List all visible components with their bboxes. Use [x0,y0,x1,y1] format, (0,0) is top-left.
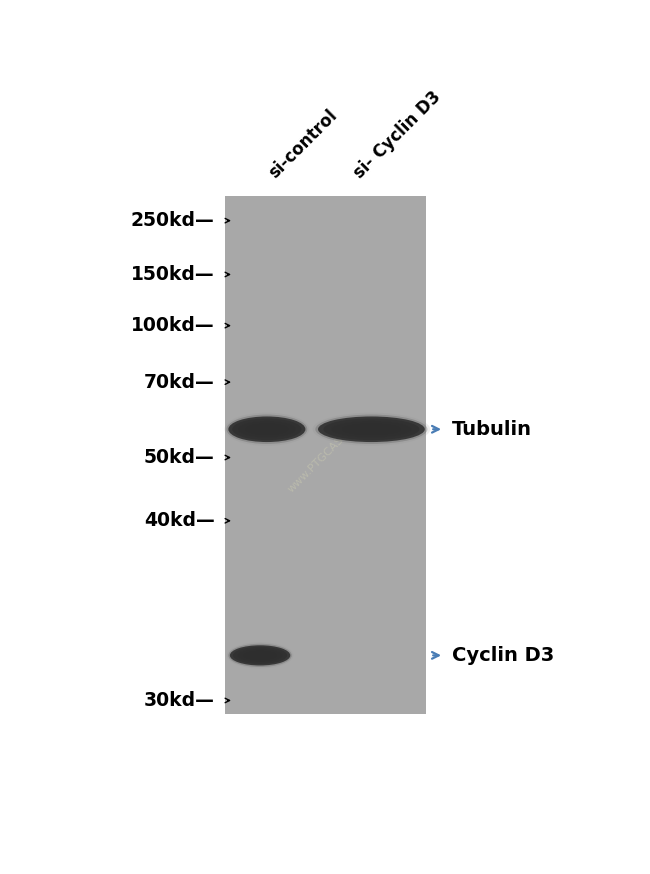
Text: 150kd—: 150kd— [131,265,214,284]
Ellipse shape [315,414,428,444]
Ellipse shape [318,417,425,442]
Ellipse shape [227,642,293,669]
Text: www.PTGCAS.com: www.PTGCAS.com [286,415,365,495]
Ellipse shape [342,424,401,435]
Ellipse shape [246,424,288,435]
Ellipse shape [238,421,296,438]
Ellipse shape [228,417,306,442]
Text: Cyclin D3: Cyclin D3 [452,646,554,665]
Ellipse shape [323,419,419,440]
Text: 50kd—: 50kd— [144,448,214,467]
Ellipse shape [332,421,411,438]
Text: 40kd—: 40kd— [144,511,214,531]
Text: 30kd—: 30kd— [144,691,214,710]
Ellipse shape [228,644,292,667]
Text: si- Cyclin D3: si- Cyclin D3 [350,88,445,183]
Text: si-control: si-control [265,107,341,183]
Text: 100kd—: 100kd— [131,316,214,335]
Text: Tubulin: Tubulin [452,420,532,439]
Ellipse shape [224,413,309,446]
Bar [225,196,426,714]
Ellipse shape [244,651,277,660]
Ellipse shape [232,419,302,440]
Ellipse shape [230,645,291,665]
Ellipse shape [226,414,307,444]
Ellipse shape [313,413,430,446]
Text: 250kd—: 250kd— [131,212,214,230]
Ellipse shape [237,649,283,662]
Text: 70kd—: 70kd— [144,372,214,392]
Ellipse shape [233,647,287,664]
